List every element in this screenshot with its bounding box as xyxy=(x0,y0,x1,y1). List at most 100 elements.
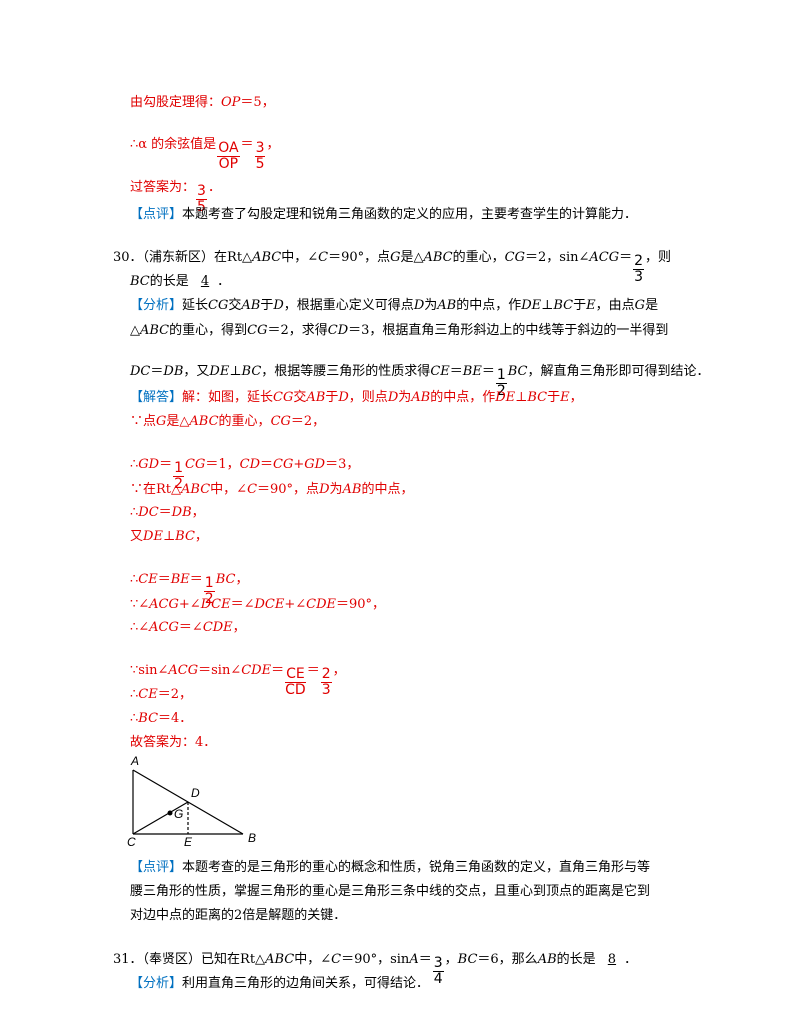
variable: CG xyxy=(208,298,229,313)
numerator: 3 xyxy=(196,183,207,200)
variable: BC xyxy=(507,364,528,379)
section-tag: 【分析】 xyxy=(130,298,183,313)
variable: G xyxy=(156,414,167,429)
numerator: 2 xyxy=(320,666,332,683)
text: 为 xyxy=(398,390,412,405)
variable: D xyxy=(387,390,399,405)
variable: CE xyxy=(138,572,158,587)
text: 是△ xyxy=(166,414,190,429)
text: 的重心， xyxy=(218,414,271,429)
variable: DC xyxy=(130,364,151,379)
text: 于 xyxy=(260,298,274,313)
text: + xyxy=(293,457,305,472)
text: ∴ xyxy=(130,457,139,472)
variable: CE xyxy=(430,364,450,379)
text: ＝ xyxy=(418,952,432,967)
text: ＝ xyxy=(619,250,633,265)
variable: DE xyxy=(209,364,230,379)
text: 故答案为：4． xyxy=(130,735,217,750)
text: 解：如图，延长 xyxy=(182,390,274,405)
variable: AB xyxy=(342,482,362,497)
text: ＝4． xyxy=(158,711,193,726)
text: ＝∠ xyxy=(178,620,203,635)
text-line: △ABC的重心，得到CG＝2，求得CD＝3，根据直角三角形斜边上的中线等于斜边的… xyxy=(130,322,668,340)
text: ，由点 xyxy=(595,298,635,313)
fraction: OA OP xyxy=(217,140,240,172)
text: ， xyxy=(232,620,246,635)
variable: OP xyxy=(221,95,241,110)
variable: G xyxy=(390,250,401,265)
denominator: CD xyxy=(285,682,306,698)
numerator: 1 xyxy=(495,367,507,384)
variable: DB xyxy=(171,505,192,520)
text: 为 xyxy=(424,298,438,313)
text: 中，∠ xyxy=(210,482,248,497)
variable: ACG xyxy=(149,597,179,612)
text: ⊥ xyxy=(162,529,176,544)
text-line: 过答案为： 3 5 ． xyxy=(130,179,221,215)
text: ＝ xyxy=(481,364,495,379)
text: ， xyxy=(444,952,458,967)
variable: DC xyxy=(138,505,159,520)
variable: CD xyxy=(239,457,261,472)
text-line: 故答案为：4． xyxy=(130,734,216,752)
text: ， xyxy=(235,572,249,587)
variable: C xyxy=(318,250,329,265)
text-line: 腰三角形的性质，掌握三角形的重心是三角形三条中线的交点，且重心到顶点的距离是它到 xyxy=(130,883,650,901)
text: ＝ xyxy=(189,572,203,587)
text-line: 对边中点的距离的2倍是解题的关键． xyxy=(130,907,346,925)
variable: CG xyxy=(504,250,525,265)
variable: CG xyxy=(185,457,206,472)
text: ＝ xyxy=(157,572,171,587)
variable: CD xyxy=(327,323,349,338)
text: 是△ xyxy=(400,250,424,265)
text: ⊥ xyxy=(229,364,242,379)
numerator: OA xyxy=(217,140,240,157)
text: ，根据重心定义可得点 xyxy=(283,298,414,313)
numerator: CE xyxy=(285,666,306,683)
text: ＝sin∠ xyxy=(198,663,242,678)
variable: BC xyxy=(241,364,262,379)
text: +∠ xyxy=(178,597,201,612)
text: ⊥ xyxy=(515,390,528,405)
variable: ACG xyxy=(589,250,620,265)
text: 于 xyxy=(573,298,587,313)
variable: AB xyxy=(537,952,557,967)
point-label: E xyxy=(184,835,193,849)
text: 30．（浦东新区）在Rt△ xyxy=(113,250,253,265)
text-line: BC的长是 4 ． xyxy=(130,273,230,291)
text-line: 【解答】解：如图，延长CG交AB于D，则点D为AB的中点，作DE⊥BC于E， xyxy=(130,389,583,407)
variable: BC xyxy=(553,298,574,313)
text: 的重心，得到 xyxy=(169,323,248,338)
text-line: ∵点G是△ABC的重心，CG＝2， xyxy=(130,413,325,431)
text: ∴∠ xyxy=(130,620,150,635)
point-label: D xyxy=(191,786,200,800)
variable: BC xyxy=(215,572,236,587)
denominator: OP xyxy=(218,156,239,172)
text-line: 【分析】延长CG交AB于D，根据重心定义可得点D为AB的中点，作DE⊥BC于E，… xyxy=(130,297,658,315)
text: ， xyxy=(191,505,205,520)
text: ，又 xyxy=(183,364,210,379)
variable: ABC xyxy=(265,952,295,967)
numerator: 1 xyxy=(203,575,215,592)
text-line: 31．（奉贤区）已知在Rt△ABC中，∠C＝90°，sinA＝ 3 4 ，BC＝6，那… xyxy=(113,951,637,987)
variable: CE xyxy=(138,687,158,702)
denominator: 2 xyxy=(496,383,506,399)
point-label: G xyxy=(174,807,183,821)
text: 的长是 xyxy=(149,274,193,289)
text: ＝ xyxy=(240,137,254,152)
text-line: ∴α 的余弦值是 OA OP ＝ 3 5， xyxy=(130,136,280,172)
text: ，则 xyxy=(645,250,672,265)
text-line: ∴∠ACG＝∠CDE， xyxy=(130,619,246,637)
text: 的长是 xyxy=(556,952,600,967)
text: ∵点 xyxy=(130,414,157,429)
text: ＝ xyxy=(158,505,172,520)
text: 是 xyxy=(645,298,659,313)
variable: AB xyxy=(411,390,431,405)
text: 的中点， xyxy=(361,482,414,497)
denominator: 4 xyxy=(433,971,443,987)
variable: CG xyxy=(273,390,294,405)
